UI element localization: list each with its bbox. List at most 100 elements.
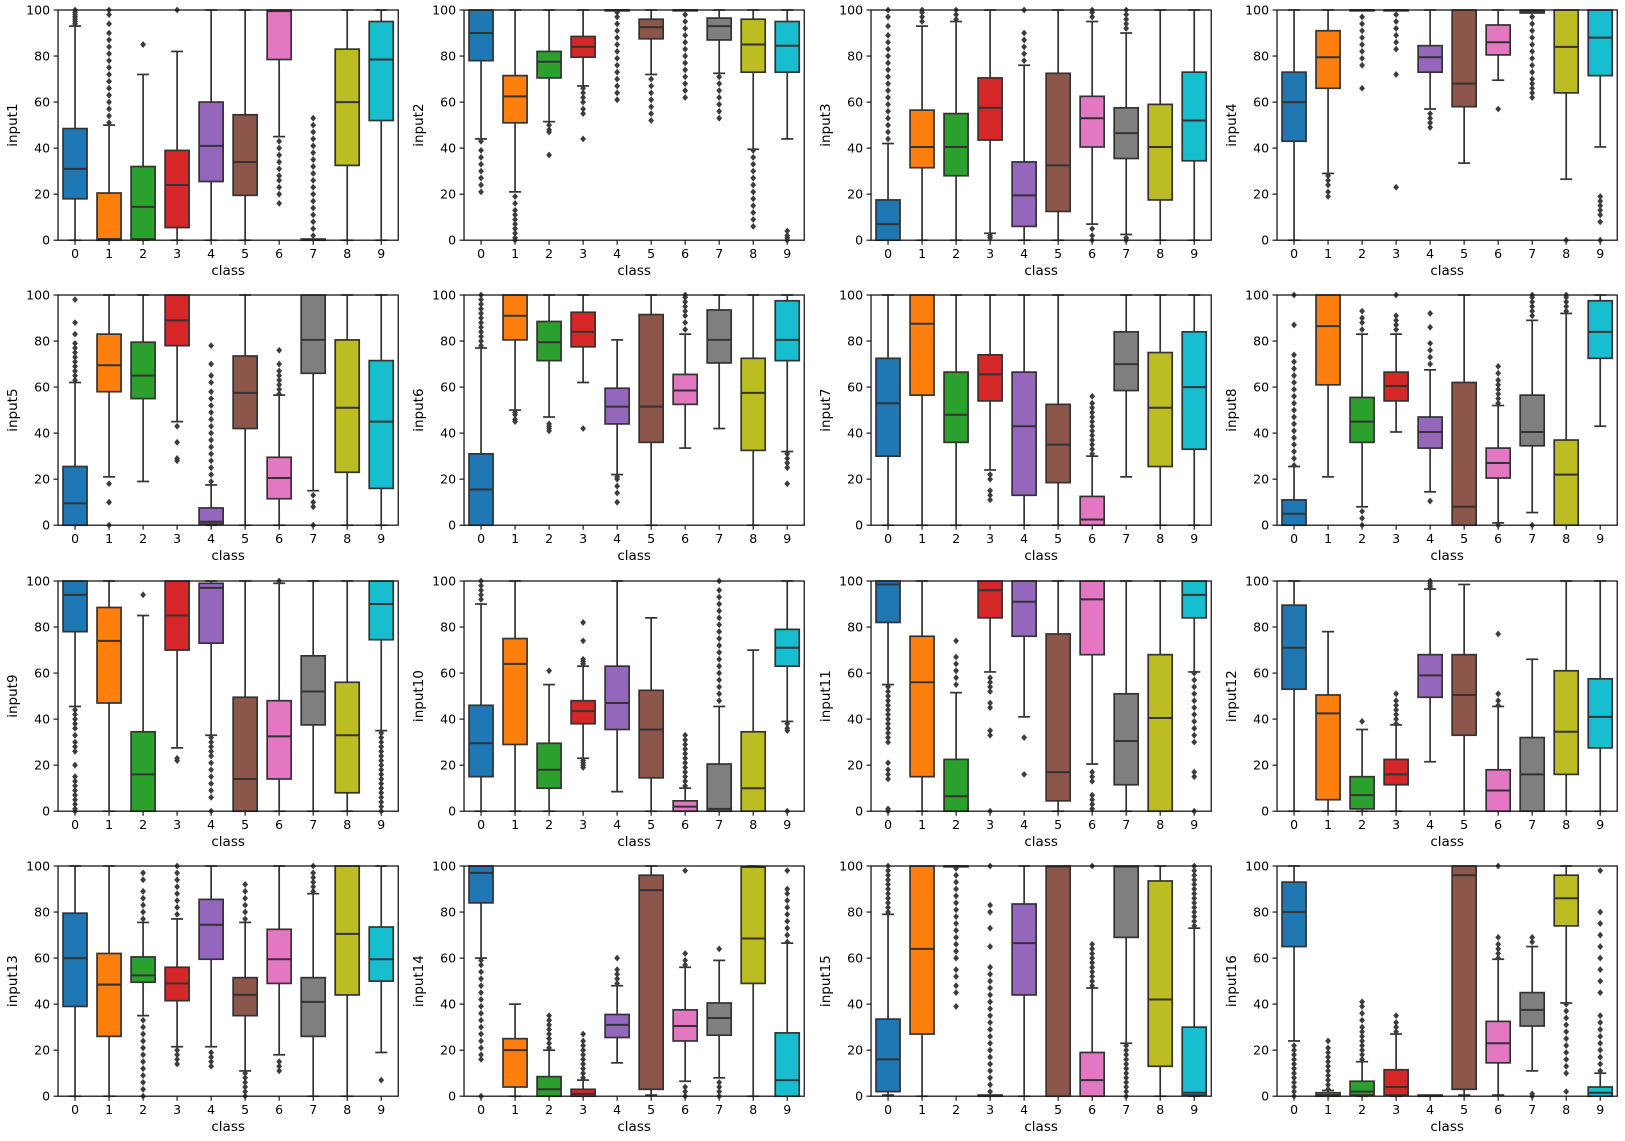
y-tick-label: 20 [34, 757, 50, 772]
box-group-class-1 [502, 579, 529, 812]
x-tick-label: 8 [1156, 246, 1164, 261]
outlier-marker [1597, 1011, 1603, 1019]
outlier-marker [884, 107, 891, 115]
x-tick-label: 2 [139, 531, 147, 546]
outlier-marker [1190, 724, 1197, 732]
outlier-marker [648, 89, 655, 97]
outlier-marker [750, 174, 757, 182]
outlier-marker [174, 423, 181, 430]
x-tick-label: 0 [71, 246, 79, 261]
outlier-marker [478, 310, 485, 318]
outlier-marker [1426, 324, 1433, 331]
box [62, 127, 88, 200]
outlier-marker [106, 91, 112, 99]
outlier-marker [952, 919, 959, 927]
outlier-marker [580, 105, 587, 113]
box-group-class-4 [1010, 6, 1037, 242]
outlier-marker [208, 450, 215, 458]
outlier-marker [682, 866, 689, 874]
y-tick-label: 0 [855, 803, 863, 818]
outlier-marker [1563, 1062, 1569, 1070]
x-tick-label: 8 [343, 246, 351, 261]
outlier-marker [174, 883, 181, 890]
box-group-class-4 [1010, 864, 1037, 1097]
outlier-marker [1290, 379, 1297, 387]
box [1314, 693, 1341, 801]
outlier-marker [784, 866, 791, 874]
box-group-class-6 [266, 9, 293, 207]
outlier-marker [1426, 497, 1433, 505]
x-tick-label: 4 [613, 246, 621, 261]
box-group-class-4 [198, 9, 224, 242]
x-tick-label: 7 [715, 1102, 723, 1117]
outlier-marker [1597, 908, 1603, 916]
outlier-marker [1088, 949, 1095, 957]
outlier-marker [580, 1055, 587, 1063]
outlier-marker [716, 620, 723, 628]
y-tick-label: 100 [26, 573, 50, 588]
outlier-marker [716, 586, 723, 594]
outlier-marker [716, 613, 723, 621]
outlier-marker [208, 457, 215, 465]
outlier-marker [648, 110, 655, 118]
outlier-marker [208, 416, 215, 423]
box-group-class-4 [604, 339, 631, 506]
outlier-marker [884, 866, 891, 874]
outlier-marker [884, 94, 891, 101]
outlier-marker [884, 715, 891, 723]
outlier-marker [716, 607, 723, 614]
x-tick-label: 6 [681, 246, 689, 261]
x-tick-label: 5 [1460, 1102, 1468, 1117]
outlier-marker [140, 915, 146, 923]
outlier-marker [378, 756, 385, 764]
outlier-marker [884, 692, 891, 700]
box-group-class-7 [1519, 291, 1545, 529]
outlier-marker [208, 793, 215, 801]
outlier-marker [276, 137, 283, 145]
box-group-class-0 [62, 579, 88, 815]
box [740, 730, 767, 812]
outlier-marker [1597, 1032, 1603, 1040]
box [570, 699, 597, 725]
x-tick-label: 8 [1562, 817, 1570, 832]
box [874, 1017, 901, 1093]
x-tick-label: 4 [1020, 817, 1028, 832]
outlier-marker [1122, 1051, 1129, 1058]
outlier-marker [174, 455, 181, 463]
outlier-marker [1020, 29, 1027, 37]
outlier-marker [512, 206, 519, 214]
outlier-marker [682, 731, 689, 739]
x-tick-label: 1 [1324, 817, 1332, 832]
y-tick-label: 60 [1253, 94, 1269, 109]
subplot-input16: 0 20 40 60 80 100 0 1 2 3 4 5 6 7 8 9 input16 class [1224, 858, 1618, 1135]
y-tick-label: 80 [1253, 48, 1269, 63]
box-group-class-3 [1383, 291, 1409, 434]
outlier-marker [1358, 54, 1365, 62]
outlier-marker [1088, 982, 1095, 989]
outlier-marker [750, 160, 757, 168]
y-tick-label: 20 [34, 1042, 50, 1057]
box-group-class-6 [1485, 363, 1511, 529]
outlier-marker [72, 367, 78, 375]
outlier-marker [1088, 791, 1095, 798]
y-tick-label: 20 [847, 472, 863, 487]
box-group-class-2 [536, 666, 563, 812]
outlier-marker [1290, 448, 1297, 456]
x-tick-label: 0 [477, 531, 485, 546]
x-tick-label: 8 [1156, 531, 1164, 546]
outlier-marker [242, 1087, 249, 1095]
y-axis-label: input15 [818, 955, 834, 1007]
outlier-marker [546, 420, 553, 428]
box-group-class-8 [1146, 9, 1173, 242]
x-tick-label: 0 [477, 1102, 485, 1117]
outlier-marker [884, 100, 891, 108]
outlier-marker [1190, 917, 1197, 925]
outlier-marker [1392, 701, 1399, 709]
outlier-marker [310, 225, 317, 233]
outlier-marker [1290, 455, 1297, 463]
y-tick-label: 100 [432, 858, 456, 873]
box-group-class-7 [300, 579, 327, 812]
y-axis-label: input11 [818, 670, 834, 722]
outlier-marker [986, 1053, 993, 1061]
outlier-marker [478, 581, 485, 589]
